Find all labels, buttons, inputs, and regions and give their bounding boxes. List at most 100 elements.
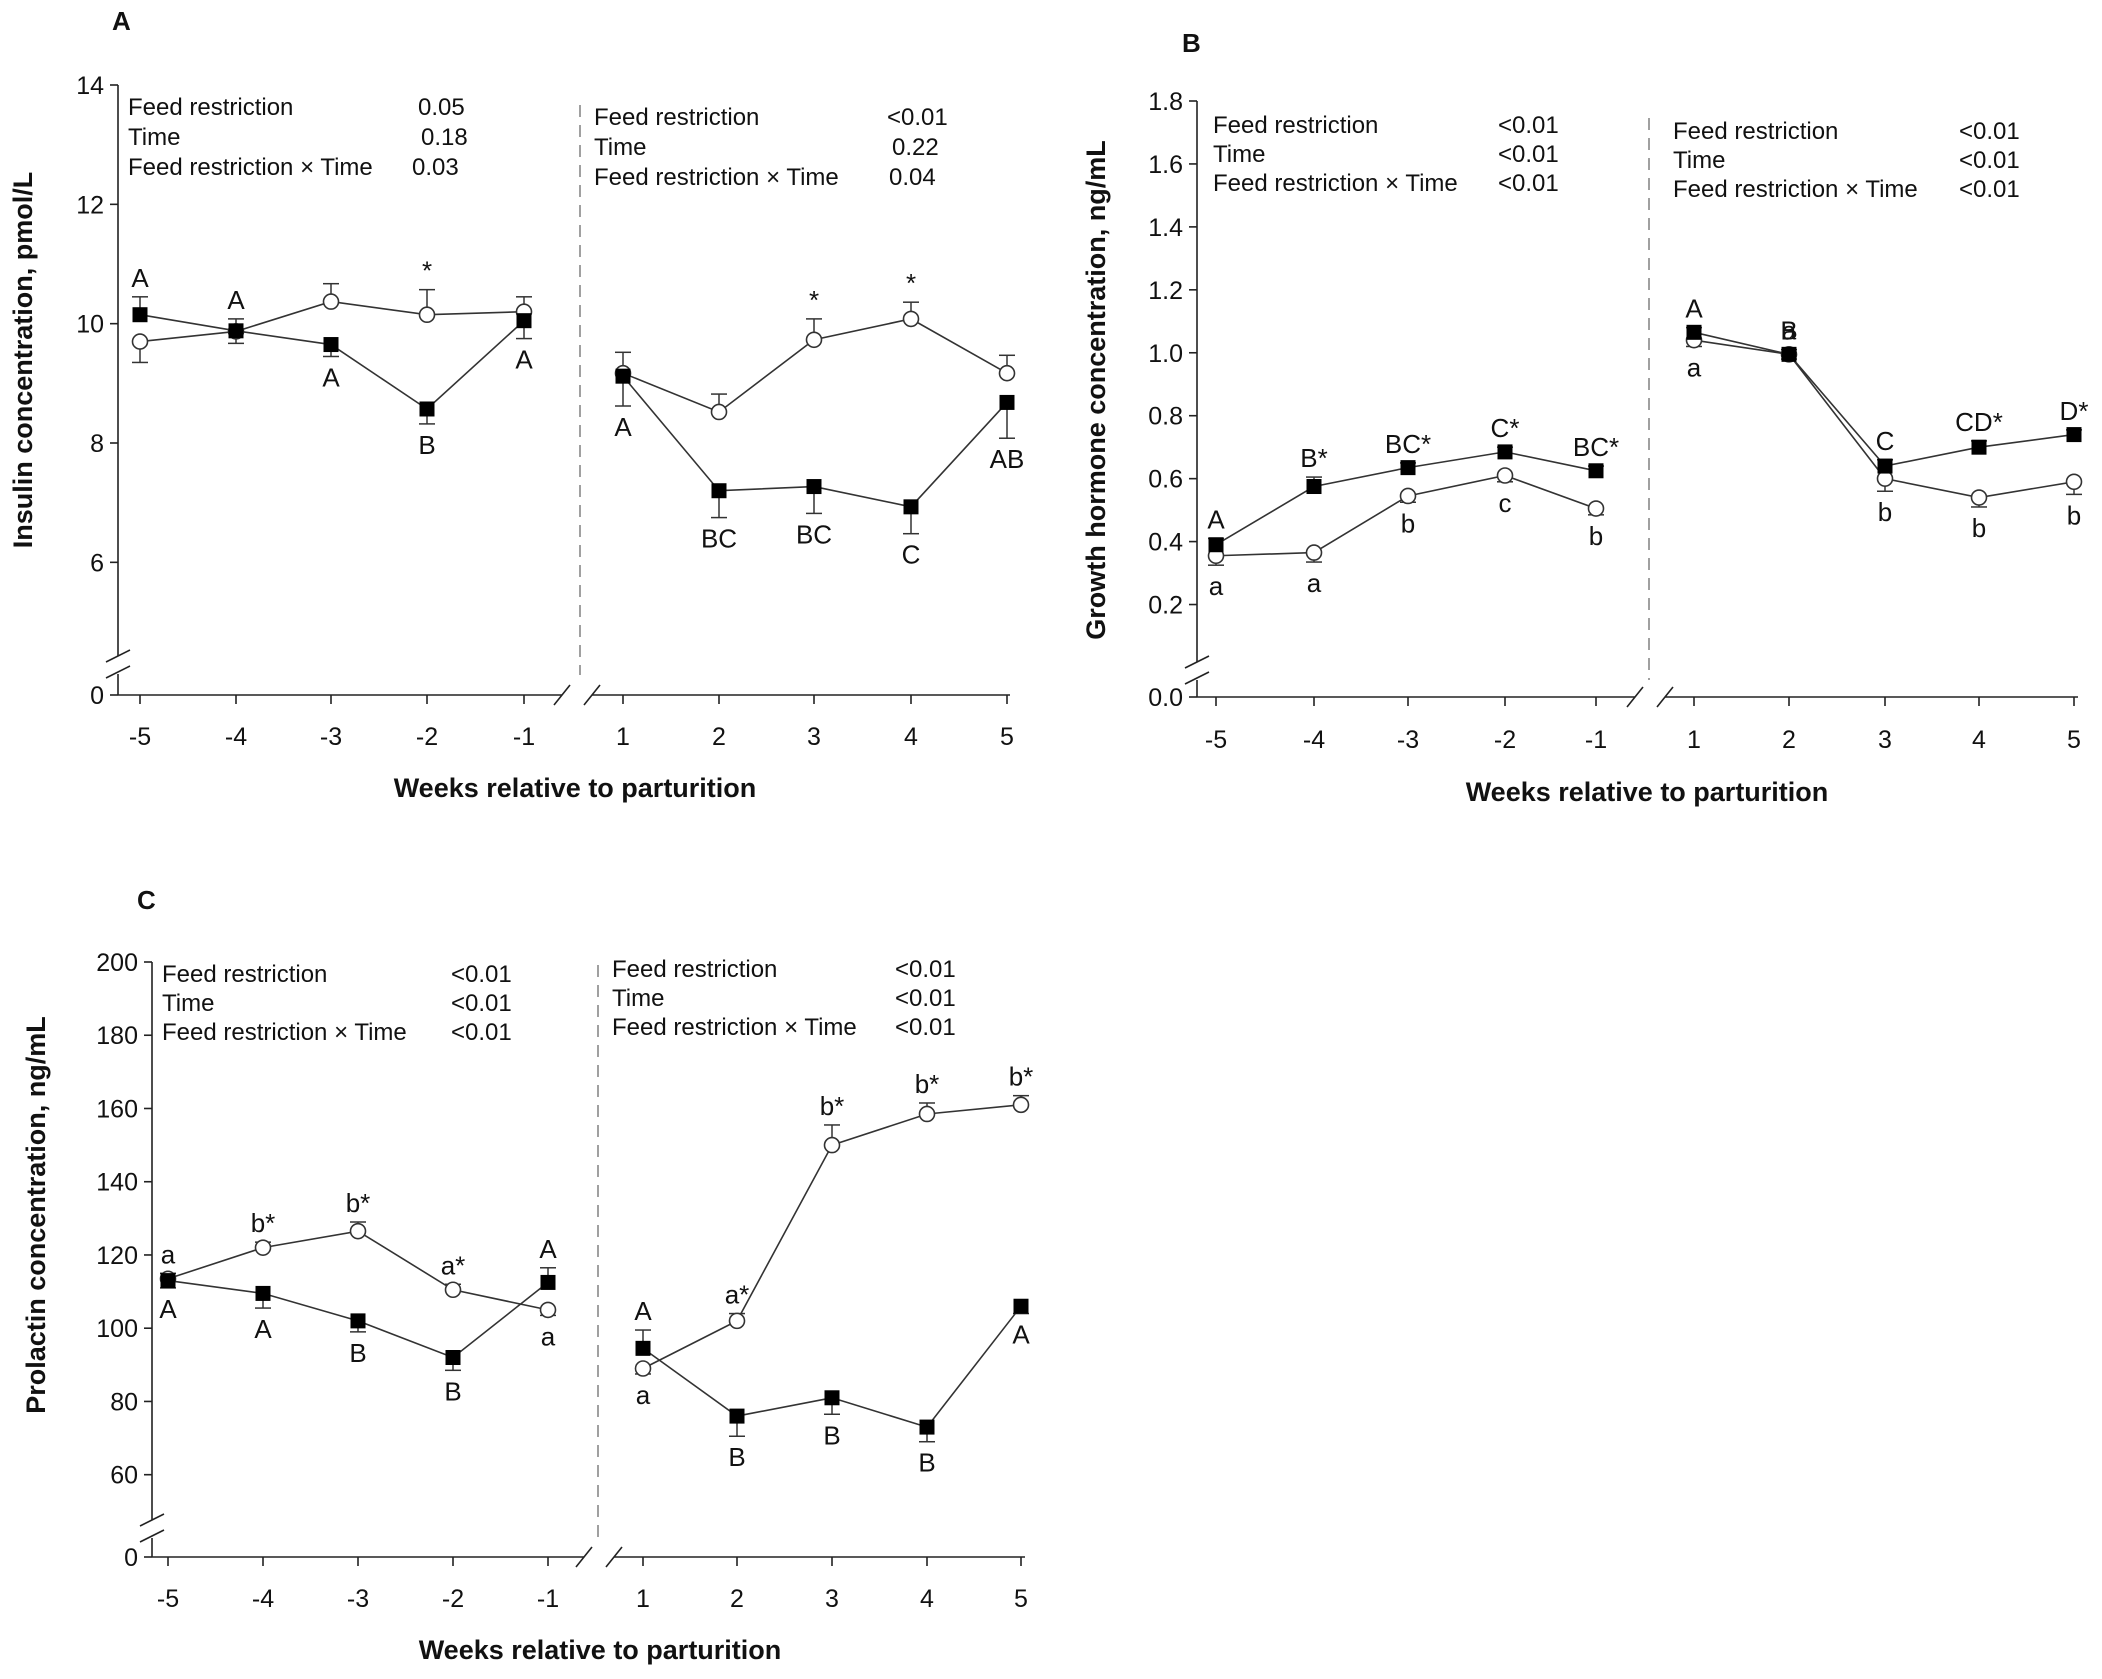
data-point-circle bbox=[1399, 487, 1417, 505]
y-tick-label: 200 bbox=[96, 949, 138, 977]
significance-label: a bbox=[636, 1380, 651, 1410]
data-point-square bbox=[1208, 537, 1224, 553]
stat-value: 0.22 bbox=[892, 134, 939, 161]
x-tick-label: -3 bbox=[1397, 726, 1419, 754]
x-axis-break-mark bbox=[553, 684, 601, 706]
data-point-circle bbox=[1587, 500, 1605, 517]
significance-label: b bbox=[1878, 497, 1892, 527]
significance-label: b* bbox=[1009, 1062, 1034, 1092]
x-tick-label: 5 bbox=[1000, 723, 1014, 751]
significance-label: A bbox=[634, 1296, 652, 1326]
data-point-square bbox=[132, 307, 148, 323]
significance-label: b bbox=[1589, 521, 1603, 551]
data-point-circle bbox=[1496, 467, 1514, 484]
stat-value: <0.01 bbox=[1498, 141, 1559, 168]
significance-label: a bbox=[161, 1239, 176, 1269]
x-tick-label: -2 bbox=[416, 723, 438, 751]
significance-label: A bbox=[1685, 294, 1703, 324]
significance-label: A bbox=[539, 1234, 557, 1264]
x-tick-label: -3 bbox=[347, 1585, 369, 1613]
x-tick-label: 2 bbox=[730, 1585, 744, 1613]
x-tick-label: -2 bbox=[1494, 726, 1516, 754]
stat-label: Time bbox=[1213, 141, 1265, 168]
data-point-square bbox=[615, 368, 631, 384]
data-point-circle bbox=[254, 1239, 272, 1256]
stats-post-c: Feed restriction <0.01 Time <0.01 Feed r… bbox=[612, 956, 956, 1041]
significance-label: A bbox=[131, 263, 149, 293]
x-tick-label: -5 bbox=[157, 1585, 179, 1613]
panel-c: C Prolactin concentration, ng/mL Weeks r… bbox=[21, 885, 1033, 1665]
y-tick-label: 80 bbox=[110, 1388, 138, 1416]
significance-label: a bbox=[1209, 571, 1224, 601]
panel-letter-a: A bbox=[112, 6, 131, 36]
data-point-square bbox=[1588, 463, 1604, 479]
y-tick-label: 12 bbox=[76, 191, 104, 219]
stat-label: Feed restriction × Time bbox=[594, 164, 839, 191]
data-point-square bbox=[419, 401, 435, 417]
data-point-square bbox=[824, 1390, 840, 1406]
stats-post-a: Feed restriction <0.01 Time 0.22 Feed re… bbox=[594, 104, 948, 191]
data-point-square bbox=[2066, 427, 2082, 443]
significance-label: BC* bbox=[1385, 429, 1431, 459]
significance-label: BC* bbox=[1573, 432, 1619, 462]
y-axis-break-mark bbox=[1184, 655, 1210, 685]
y-axis-title-c: Prolactin concentration, ng/mL bbox=[21, 1016, 51, 1414]
significance-label: a bbox=[1307, 568, 1322, 598]
stat-label: Feed restriction × Time bbox=[162, 1019, 407, 1046]
data-point-square bbox=[516, 313, 532, 329]
stat-label: Time bbox=[162, 990, 214, 1017]
stats-post-b: Feed restriction <0.01 Time <0.01 Feed r… bbox=[1673, 118, 2020, 203]
data-point-square bbox=[445, 1350, 461, 1366]
panel-b: B Growth hormone concentration, ng/mL We… bbox=[1081, 28, 2088, 807]
y-tick-label: 1.4 bbox=[1148, 214, 1183, 242]
stat-label: Time bbox=[612, 985, 664, 1012]
x-tick-label: 5 bbox=[2067, 726, 2081, 754]
data-point-circle bbox=[1305, 544, 1323, 561]
y-tick-label: 160 bbox=[96, 1095, 138, 1123]
stat-value: <0.01 bbox=[1498, 112, 1559, 139]
data-point-circle bbox=[805, 331, 823, 349]
stat-label: Feed restriction bbox=[1213, 112, 1378, 139]
significance-label: BC bbox=[796, 519, 832, 549]
stat-value: <0.01 bbox=[1959, 118, 2020, 145]
y-tick-label: 0.4 bbox=[1148, 529, 1183, 557]
y-tick-label: 0.0 bbox=[1148, 684, 1183, 712]
significance-label: B bbox=[823, 1420, 840, 1450]
significance-label: b* bbox=[251, 1208, 276, 1238]
panel-a: A Insulin concentration, pmol/L Weeks re… bbox=[8, 6, 1024, 803]
y-axis-break-mark bbox=[105, 649, 131, 679]
data-point-square bbox=[1306, 479, 1322, 495]
data-point-circle bbox=[902, 310, 920, 328]
data-point-square bbox=[1686, 324, 1702, 340]
stat-label: Time bbox=[1673, 147, 1725, 174]
significance-label: c bbox=[1499, 488, 1512, 518]
data-point-square bbox=[350, 1313, 366, 1329]
significance-label: b* bbox=[915, 1069, 940, 1099]
data-point-circle bbox=[998, 364, 1016, 382]
data-point-square bbox=[1400, 460, 1416, 476]
y-tick-label: 1.2 bbox=[1148, 277, 1183, 305]
significance-label: D* bbox=[2060, 396, 2089, 426]
stat-label: Feed restriction × Time bbox=[1213, 170, 1458, 197]
stat-label: Feed restriction bbox=[162, 961, 327, 988]
significance-label: B bbox=[349, 1338, 366, 1368]
stat-label: Feed restriction × Time bbox=[612, 1014, 857, 1041]
y-tick-label: 14 bbox=[76, 72, 104, 100]
significance-label: B* bbox=[1300, 443, 1327, 473]
data-point-square bbox=[711, 483, 727, 499]
data-point-square bbox=[635, 1340, 651, 1356]
stat-value: 0.04 bbox=[889, 164, 936, 191]
data-point-square bbox=[255, 1285, 271, 1301]
x-axis-title-c: Weeks relative to parturition bbox=[419, 1635, 782, 1665]
stat-value: <0.01 bbox=[1959, 176, 2020, 203]
significance-label: b* bbox=[346, 1188, 371, 1218]
y-tick-label: 8 bbox=[90, 430, 104, 458]
data-point-square bbox=[729, 1408, 745, 1424]
data-point-circle bbox=[1970, 489, 1988, 506]
stat-value: <0.01 bbox=[451, 961, 512, 988]
data-point-circle bbox=[444, 1281, 462, 1299]
y-tick-label: 0 bbox=[124, 1544, 138, 1572]
data-point-square bbox=[999, 394, 1015, 410]
data-point-circle bbox=[349, 1222, 367, 1240]
